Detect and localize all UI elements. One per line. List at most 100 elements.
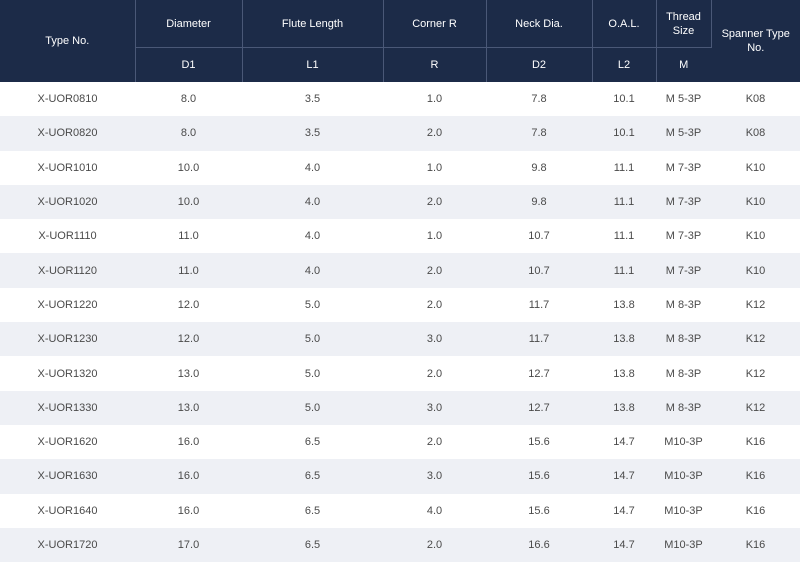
type-no-cell: X-UOR1320 — [0, 356, 135, 391]
neck-dia-cell: 11.7 — [486, 322, 592, 357]
header-symbol-r: R — [383, 47, 487, 82]
diameter-cell: 11.0 — [135, 253, 242, 288]
flute-length-cell: 6.5 — [242, 527, 383, 562]
table-header: Type No. Diameter Flute Length Corner R … — [0, 0, 800, 82]
header-thread-size: Thread Size — [656, 0, 712, 48]
neck-dia-cell: 9.8 — [486, 150, 592, 185]
oal-cell: 11.1 — [592, 184, 656, 220]
thread-size-cell: M 8-3P — [656, 287, 711, 323]
table-row: X-UOR0810 8.0 3.5 1.0 7.8 10.1 M 5-3P K08 — [0, 82, 800, 117]
spanner-type-cell: K10 — [711, 219, 800, 254]
neck-dia-cell: 12.7 — [486, 356, 592, 391]
oal-cell: 11.1 — [592, 219, 656, 254]
flute-length-cell: 4.0 — [242, 150, 383, 185]
flute-length-cell: 4.0 — [242, 184, 383, 220]
table-row: X-UOR1630 16.0 6.5 3.0 15.6 14.7 M10-3P K16 — [0, 459, 800, 494]
neck-dia-cell: 12.7 — [486, 390, 592, 425]
oal-cell: 11.1 — [592, 150, 656, 185]
spanner-type-cell: K10 — [711, 150, 800, 185]
header-spanner-type-line1: Spanner Type — [721, 28, 790, 40]
header-spanner-type: Spanner Type No. — [711, 0, 800, 82]
header-thread-size-line1: Thread — [666, 10, 701, 23]
header-symbol-l2: L2 — [592, 47, 657, 82]
type-no-cell: X-UOR1630 — [0, 459, 135, 494]
neck-dia-cell: 16.6 — [486, 527, 592, 562]
table-row: X-UOR1330 13.0 5.0 3.0 12.7 13.8 M 8-3P K12 — [0, 390, 800, 425]
oal-cell: 14.7 — [592, 493, 656, 528]
neck-dia-cell: 15.6 — [486, 493, 592, 528]
oal-cell: 14.7 — [592, 527, 656, 562]
header-symbol-d2: D2 — [486, 47, 593, 82]
flute-length-cell: 5.0 — [242, 287, 383, 323]
table-row: X-UOR1640 16.0 6.5 4.0 15.6 14.7 M10-3P K16 — [0, 493, 800, 528]
type-no-cell: X-UOR1220 — [0, 287, 135, 323]
thread-size-cell: M 7-3P — [656, 150, 711, 185]
flute-length-cell: 4.0 — [242, 219, 383, 254]
corner-r-cell: 4.0 — [383, 493, 486, 528]
table-row: X-UOR1220 12.0 5.0 2.0 11.7 13.8 M 8-3P K12 — [0, 287, 800, 323]
corner-r-cell: 2.0 — [383, 184, 486, 220]
diameter-cell: 11.0 — [135, 219, 242, 254]
type-no-cell: X-UOR0810 — [0, 82, 135, 117]
thread-size-cell: M 7-3P — [656, 184, 711, 220]
corner-r-cell: 1.0 — [383, 219, 486, 254]
neck-dia-cell: 11.7 — [486, 287, 592, 323]
spanner-type-cell: K12 — [711, 322, 800, 357]
corner-r-cell: 1.0 — [383, 150, 486, 185]
oal-cell: 14.7 — [592, 459, 656, 494]
thread-size-cell: M10-3P — [656, 527, 711, 562]
oal-cell: 13.8 — [592, 356, 656, 391]
table-row: X-UOR1720 17.0 6.5 2.0 16.6 14.7 M10-3P K16 — [0, 527, 800, 562]
diameter-cell: 12.0 — [135, 287, 242, 323]
diameter-cell: 16.0 — [135, 424, 242, 460]
spanner-type-cell: K10 — [711, 253, 800, 288]
spanner-type-cell: K08 — [711, 116, 800, 151]
type-no-cell: X-UOR1020 — [0, 184, 135, 220]
thread-size-cell: M 5-3P — [656, 116, 711, 151]
spanner-type-cell: K16 — [711, 424, 800, 460]
oal-cell: 10.1 — [592, 82, 656, 117]
table-body: X-UOR0810 8.0 3.5 1.0 7.8 10.1 M 5-3P K08 X-UOR0… — [0, 82, 800, 562]
spanner-type-cell: K12 — [711, 390, 800, 425]
oal-cell: 13.8 — [592, 390, 656, 425]
diameter-cell: 17.0 — [135, 527, 242, 562]
neck-dia-cell: 15.6 — [486, 459, 592, 494]
flute-length-cell: 6.5 — [242, 424, 383, 460]
header-symbol-l1: L1 — [242, 47, 384, 82]
oal-cell: 14.7 — [592, 424, 656, 460]
table-row: X-UOR1010 10.0 4.0 1.0 9.8 11.1 M 7-3P K10 — [0, 150, 800, 185]
type-no-cell: X-UOR1120 — [0, 253, 135, 288]
header-thread-size-line2: Size — [672, 24, 695, 37]
header-symbol-d1: D1 — [135, 47, 243, 82]
oal-cell: 13.8 — [592, 287, 656, 323]
corner-r-cell: 1.0 — [383, 82, 486, 117]
type-no-cell: X-UOR1110 — [0, 219, 135, 254]
thread-size-cell: M 8-3P — [656, 356, 711, 391]
type-no-cell: X-UOR0820 — [0, 116, 135, 151]
header-symbol-m: M — [656, 47, 711, 82]
header-neck-dia: Neck Dia. — [486, 0, 593, 48]
diameter-cell: 13.0 — [135, 356, 242, 391]
spanner-type-cell: K12 — [711, 356, 800, 391]
table-row: X-UOR1110 11.0 4.0 1.0 10.7 11.1 M 7-3P K10 — [0, 219, 800, 254]
neck-dia-cell: 7.8 — [486, 82, 592, 117]
type-no-cell: X-UOR1230 — [0, 322, 135, 357]
flute-length-cell: 3.5 — [242, 116, 383, 151]
thread-size-cell: M 5-3P — [656, 82, 711, 117]
diameter-cell: 10.0 — [135, 150, 242, 185]
corner-r-cell: 3.0 — [383, 322, 486, 357]
diameter-cell: 16.0 — [135, 459, 242, 494]
neck-dia-cell: 9.8 — [486, 184, 592, 220]
spanner-type-cell: K16 — [711, 527, 800, 562]
spanner-type-cell: K10 — [711, 184, 800, 220]
spanner-type-cell: K12 — [711, 287, 800, 323]
header-oal: O.A.L. — [592, 0, 657, 48]
corner-r-cell: 2.0 — [383, 116, 486, 151]
neck-dia-cell: 10.7 — [486, 219, 592, 254]
type-no-cell: X-UOR1640 — [0, 493, 135, 528]
type-no-cell: X-UOR1620 — [0, 424, 135, 460]
header-type-no: Type No. — [0, 0, 136, 82]
flute-length-cell: 5.0 — [242, 322, 383, 357]
thread-size-cell: M10-3P — [656, 493, 711, 528]
